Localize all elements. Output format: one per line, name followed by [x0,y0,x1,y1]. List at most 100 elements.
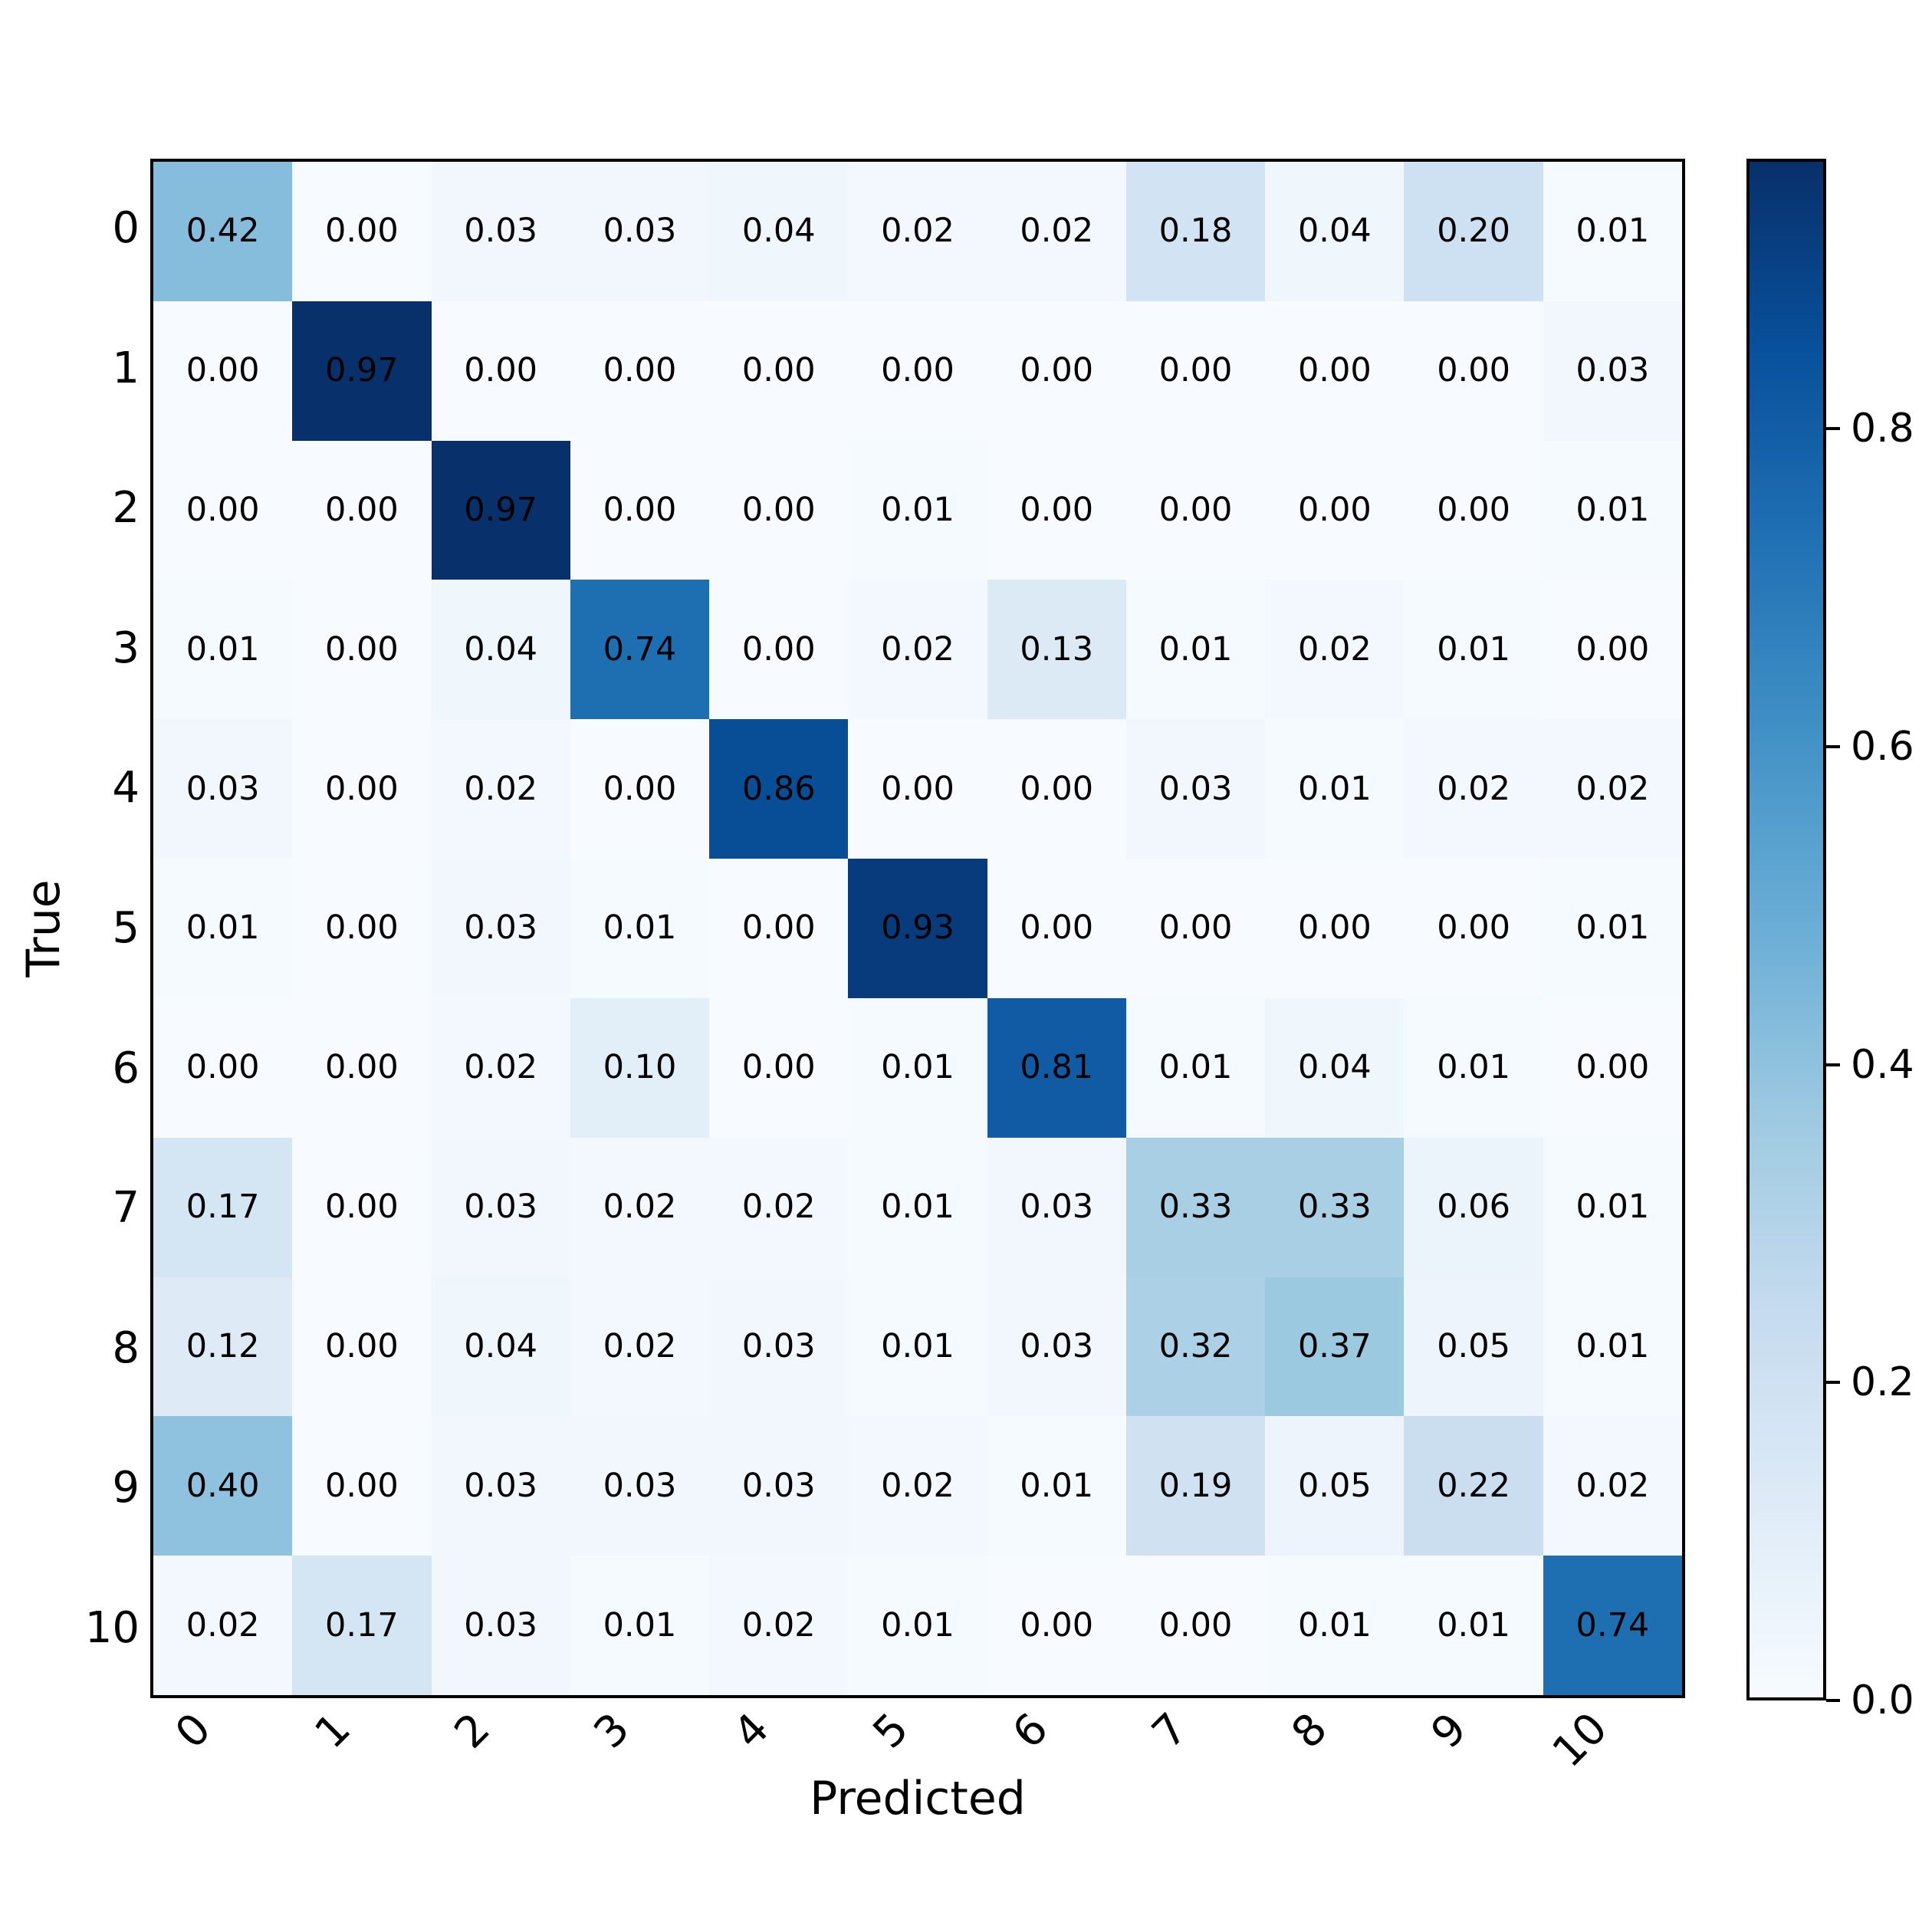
heatmap-cell-value: 0.01 [1576,1326,1650,1365]
heatmap-cell: 0.04 [1265,162,1405,301]
y-tick-label: 10 [84,1602,140,1653]
heatmap-cell-value: 0.04 [464,629,538,669]
heatmap-cell-value: 0.05 [1437,1326,1510,1365]
heatmap-cell: 0.02 [1404,719,1543,859]
heatmap-cell-value: 0.01 [603,1605,677,1644]
heatmap-cell: 0.02 [848,580,987,720]
heatmap-cell: 0.03 [153,719,293,859]
heatmap-grid: 0.42 0.00 0.03 0.03 0.04 0.02 0.02 0.18 0.04 0.20… [150,159,1685,1698]
y-tick-label: 9 [112,1463,140,1513]
heatmap-cell: 0.02 [153,1556,293,1695]
heatmap-cell: 0.00 [570,719,710,859]
heatmap-cell-value: 0.00 [1576,1048,1650,1087]
heatmap-cell: 0.74 [1543,1556,1682,1695]
heatmap-cell: 0.00 [1125,859,1266,998]
heatmap-cell-value: 0.01 [1576,212,1650,251]
heatmap-cell-value: 0.02 [603,1326,677,1365]
heatmap-cell: 0.00 [987,1556,1126,1695]
heatmap-cell: 0.00 [1404,859,1543,998]
heatmap-cell: 0.00 [292,162,432,301]
heatmap-cell-value: 0.02 [741,1188,816,1227]
heatmap-cell: 0.00 [987,301,1126,441]
heatmap-cell-value: 0.03 [186,769,260,808]
heatmap-cell-value: 0.03 [1020,1188,1094,1227]
heatmap-cell-value: 0.42 [186,212,260,251]
heatmap-cell-value: 0.00 [1020,769,1094,808]
x-tick-label: 4 [724,1704,780,1759]
heatmap-cell: 0.17 [153,1137,293,1277]
heatmap-cell-value: 0.12 [186,1326,260,1365]
heatmap-cell: 0.00 [1265,859,1405,998]
heatmap-cell: 0.00 [1543,997,1682,1138]
heatmap-cell: 0.01 [1543,162,1682,301]
heatmap-cell: 0.01 [1125,580,1266,720]
heatmap-cell-value: 0.00 [1020,1605,1094,1644]
heatmap-cell-value: 0.01 [881,1326,955,1365]
heatmap-cell-value: 0.00 [325,1188,399,1227]
heatmap-cell: 0.00 [848,719,987,859]
heatmap-cell: 0.01 [1404,997,1543,1138]
colorbar-tick-label: 0.4 [1851,1041,1914,1088]
heatmap-cell-value: 0.00 [1437,351,1510,390]
heatmap-cell: 0.40 [153,1416,293,1556]
heatmap-cell: 0.01 [987,1416,1126,1556]
heatmap-cell-value: 0.17 [186,1188,260,1227]
heatmap-cell-value: 0.02 [1437,769,1510,808]
heatmap-cell: 0.02 [1543,719,1682,859]
heatmap-cell: 0.03 [570,162,710,301]
heatmap-cell: 0.04 [431,1276,570,1417]
heatmap-cell: 0.00 [570,440,710,580]
heatmap-cell-value: 0.81 [1020,1048,1094,1087]
y-tick-label: 0 [112,203,140,254]
colorbar-tick-mark [1826,1699,1840,1702]
heatmap-cell: 0.03 [1125,719,1266,859]
heatmap-cell: 0.32 [1125,1276,1266,1417]
heatmap-cell: 0.00 [1404,301,1543,441]
heatmap-cell: 0.00 [153,440,293,580]
heatmap-cell: 0.74 [570,580,710,720]
heatmap-cell-value: 0.00 [1020,491,1094,530]
heatmap-cell-value: 0.37 [1297,1326,1372,1365]
heatmap-cell-value: 0.01 [1437,629,1510,669]
heatmap-cell: 0.01 [848,1137,987,1277]
heatmap-cell: 0.00 [987,440,1126,580]
y-tick-label: 1 [112,343,140,393]
heatmap-cell: 0.22 [1404,1416,1543,1556]
heatmap-cell: 0.19 [1125,1416,1266,1556]
heatmap-cell: 0.33 [1125,1137,1266,1277]
y-tick-label: 7 [112,1183,140,1234]
heatmap-cell-value: 0.00 [603,491,677,530]
heatmap-cell: 0.00 [153,301,293,441]
heatmap-cell-value: 0.00 [741,629,816,669]
heatmap-cell-value: 0.03 [464,212,538,251]
x-tick-label: 1 [306,1704,361,1759]
heatmap-cell-value: 0.02 [881,629,955,669]
y-tick-label: 4 [112,763,140,813]
colorbar-tick-mark [1826,1381,1840,1385]
heatmap-cell-value: 0.01 [1437,1605,1510,1644]
heatmap-cell-value: 0.00 [741,1048,816,1087]
heatmap-cell-value: 0.01 [881,1188,955,1227]
heatmap-cell: 0.00 [709,859,849,998]
heatmap-cell: 0.97 [431,440,570,580]
heatmap-cell-value: 0.00 [1437,909,1510,948]
heatmap-cell-value: 0.03 [603,1466,677,1505]
heatmap-cell-value: 0.20 [1437,212,1510,251]
heatmap-cell: 0.06 [1404,1137,1543,1277]
heatmap-cell: 0.02 [1543,1416,1682,1556]
colorbar [1746,159,1826,1700]
y-tick-label: 8 [112,1322,140,1373]
heatmap-cell-value: 0.01 [881,491,955,530]
heatmap-cell-value: 0.17 [325,1605,399,1644]
heatmap-cell-value: 0.01 [603,909,677,948]
heatmap-cell: 0.02 [431,997,570,1138]
heatmap-cell-value: 0.00 [464,351,538,390]
heatmap-cell: 0.04 [1265,997,1405,1138]
heatmap-cell-value: 0.03 [603,212,677,251]
heatmap-cell-value: 0.19 [1158,1466,1233,1505]
colorbar-tick-mark [1826,745,1840,749]
heatmap-cell: 0.93 [848,859,987,998]
heatmap-cell-value: 0.86 [741,769,816,808]
heatmap-cell-value: 0.04 [741,212,816,251]
heatmap-cell: 0.03 [709,1276,849,1417]
